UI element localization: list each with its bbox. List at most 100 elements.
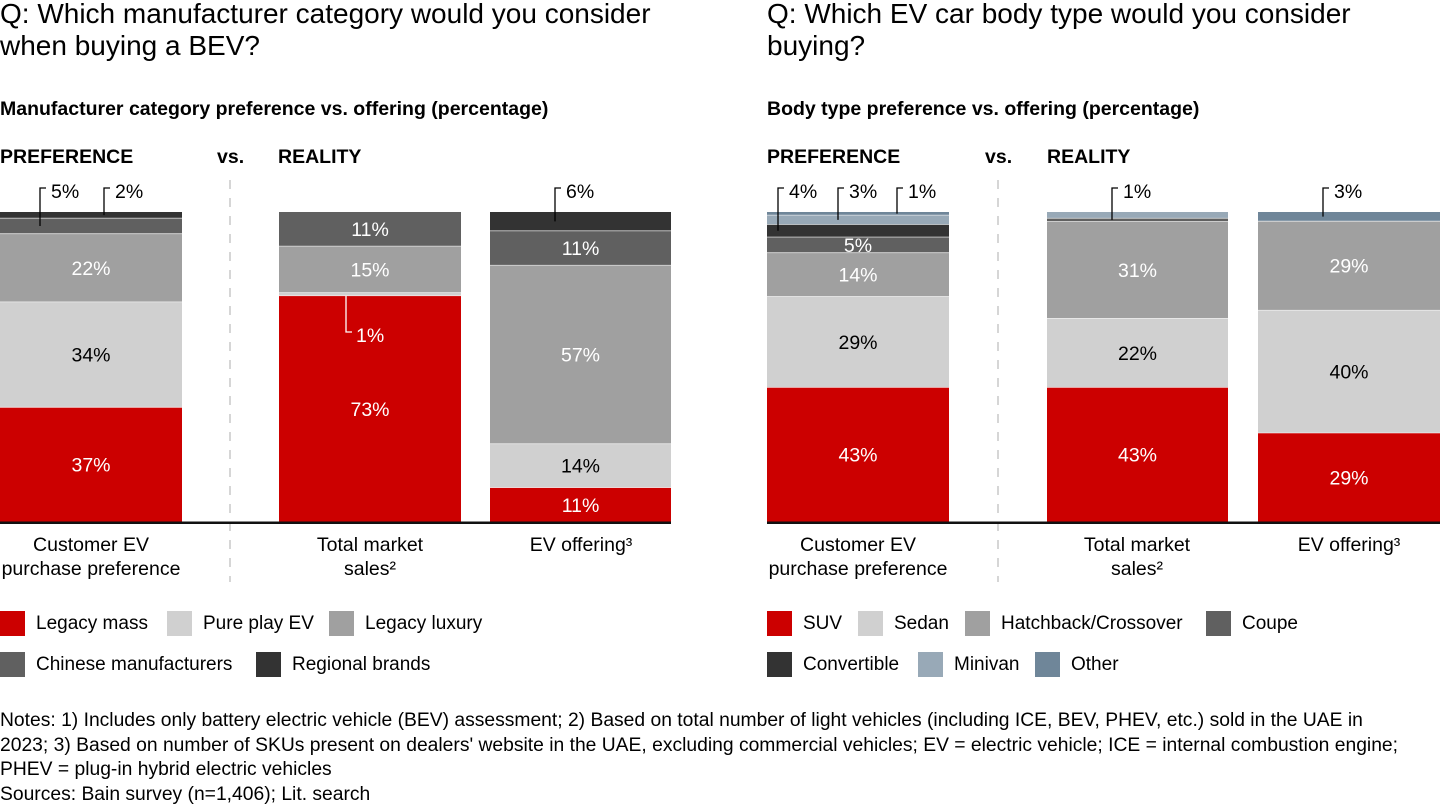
question-line: when buying a BEV? xyxy=(0,30,260,61)
question-title: Q: Which manufacturer category would you… xyxy=(0,0,651,62)
callout-line xyxy=(837,187,844,220)
legend-swatch xyxy=(858,611,883,636)
manufacturer-category-panel: Q: Which manufacturer category would you… xyxy=(0,0,673,700)
legend-swatch xyxy=(0,611,25,636)
reality-group-label: REALITY xyxy=(278,146,362,168)
question-line: Q: Which manufacturer category would you… xyxy=(0,0,651,29)
bar-segment xyxy=(767,212,949,216)
legend-swatch xyxy=(167,611,192,636)
data-label: 14% xyxy=(838,265,877,287)
bar-segment xyxy=(0,301,182,408)
bar-segment xyxy=(0,212,182,219)
callout-label: 1% xyxy=(356,325,384,347)
legend-label: Hatchback/Crossover xyxy=(1001,613,1183,634)
bar-segment xyxy=(767,224,949,238)
legend-swatch xyxy=(1035,652,1060,677)
bar-segment xyxy=(1258,432,1440,522)
callout-label: 6% xyxy=(566,181,594,203)
bar-segment xyxy=(0,407,182,522)
bar-segment xyxy=(490,487,671,522)
vs-label: vs. xyxy=(985,146,1013,168)
bar-segment xyxy=(490,212,671,231)
data-label: 31% xyxy=(1118,260,1157,282)
data-label: 43% xyxy=(1118,445,1157,467)
category-label-total-market-sales: Total market sales² xyxy=(316,534,424,580)
data-label: 34% xyxy=(71,345,110,367)
bar-segment xyxy=(1258,212,1440,222)
callout-line xyxy=(1322,187,1329,217)
body-type-panel: Q: Which EV car body type would you cons… xyxy=(767,0,1440,700)
callout-line xyxy=(39,187,46,226)
legend-swatch xyxy=(965,611,990,636)
data-label: 14% xyxy=(561,456,600,478)
preference-group-label: PREFERENCE xyxy=(767,146,901,168)
legend-swatch xyxy=(767,652,792,677)
legend-label: Sedan xyxy=(894,613,949,634)
legend-label: Legacy mass xyxy=(36,613,148,634)
callout-line xyxy=(1111,187,1118,220)
bar-segment xyxy=(1258,310,1440,433)
bar-segment xyxy=(767,237,949,253)
bar-segment xyxy=(279,295,461,522)
legend-label: Convertible xyxy=(803,654,900,675)
legend-label: Regional brands xyxy=(292,654,431,675)
bar-segment xyxy=(490,230,671,266)
chart-subtitle: Body type preference vs. offering (perce… xyxy=(767,98,1200,120)
data-label: 29% xyxy=(1329,256,1368,278)
legend-label: Coupe xyxy=(1242,613,1298,634)
legend-swatch xyxy=(767,611,792,636)
callout-line xyxy=(345,295,352,333)
bar-segment xyxy=(1047,212,1228,219)
callout-label: 3% xyxy=(849,181,877,203)
bar-segment xyxy=(767,296,949,388)
category-label-total-market-sales: Total market sales² xyxy=(1083,534,1191,580)
data-label: 22% xyxy=(1118,343,1157,365)
data-label: 73% xyxy=(350,399,389,421)
bar-segment xyxy=(1047,318,1228,388)
legend-swatch xyxy=(1206,611,1231,636)
callout-label: 2% xyxy=(115,181,143,203)
legend-label: SUV xyxy=(803,613,843,634)
footnotes: Notes: 1) Includes only battery electric… xyxy=(0,709,1398,807)
data-label: 11% xyxy=(562,238,600,260)
bar-segment xyxy=(767,215,949,225)
x-axis-baseline xyxy=(0,521,671,524)
legend-swatch xyxy=(918,652,943,677)
bar-segment xyxy=(279,246,461,293)
question-title: Q: Which EV car body type would you cons… xyxy=(767,0,1351,62)
data-label: 37% xyxy=(71,455,110,477)
legend-label: Pure play EV xyxy=(203,613,314,634)
bar-segment xyxy=(279,212,461,247)
bar-segment xyxy=(1047,221,1228,319)
callout-line xyxy=(103,187,110,216)
data-label: 11% xyxy=(562,495,600,517)
bar-segment xyxy=(490,443,671,488)
callout-line xyxy=(554,187,561,222)
callout-label: 4% xyxy=(789,181,817,203)
notes-line: PHEV = plug-in hybrid electric vehicles xyxy=(0,759,332,780)
preference-group-label: PREFERENCE xyxy=(0,146,134,168)
legend-swatch xyxy=(256,652,281,677)
notes-line: Notes: 1) Includes only battery electric… xyxy=(0,710,1363,731)
reality-group-label: REALITY xyxy=(1047,146,1131,168)
category-label-preference: Customer EV purchase preference xyxy=(768,534,948,580)
sources-line: Sources: Bain survey (n=1,406); Lit. sea… xyxy=(0,783,371,805)
data-label: 40% xyxy=(1329,362,1368,384)
bar-segment xyxy=(1047,218,1228,222)
category-label-ev-offering: EV offering³ xyxy=(1297,534,1401,556)
bar-segment xyxy=(279,292,461,296)
bar-segment xyxy=(1258,221,1440,311)
category-label-ev-offering: EV offering³ xyxy=(529,534,633,556)
legend-swatch xyxy=(0,652,25,677)
callout-label: 1% xyxy=(1123,181,1151,203)
data-label: 29% xyxy=(1329,468,1368,490)
bar-segment xyxy=(0,233,182,302)
callout-label: 3% xyxy=(1334,181,1362,203)
data-label: 22% xyxy=(71,258,110,280)
legend-swatch xyxy=(329,611,354,636)
callout-label: 5% xyxy=(51,181,79,203)
legend-label: Other xyxy=(1071,654,1119,675)
bar-segment xyxy=(490,265,671,444)
data-label: 15% xyxy=(350,259,389,281)
data-label: 5% xyxy=(844,235,872,257)
